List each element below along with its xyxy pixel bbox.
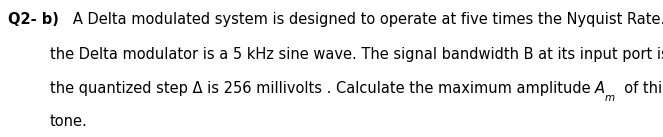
Text: m: m <box>605 93 615 103</box>
Text: the Delta modulator is a 5 kHz sine wave. The signal bandwidth B at its input po: the Delta modulator is a 5 kHz sine wave… <box>50 47 663 62</box>
Text: A: A <box>595 81 605 96</box>
Text: the quantized step Δ is 256 millivolts . Calculate the maximum amplitude: the quantized step Δ is 256 millivolts .… <box>50 81 595 96</box>
Text: tone.: tone. <box>50 114 88 129</box>
Text: Q2- b): Q2- b) <box>8 12 59 27</box>
Text: A Delta modulated system is designed to operate at five times the Nyquist Rate. : A Delta modulated system is designed to … <box>59 12 663 27</box>
Text: of this 5 kHz: of this 5 kHz <box>615 81 663 96</box>
